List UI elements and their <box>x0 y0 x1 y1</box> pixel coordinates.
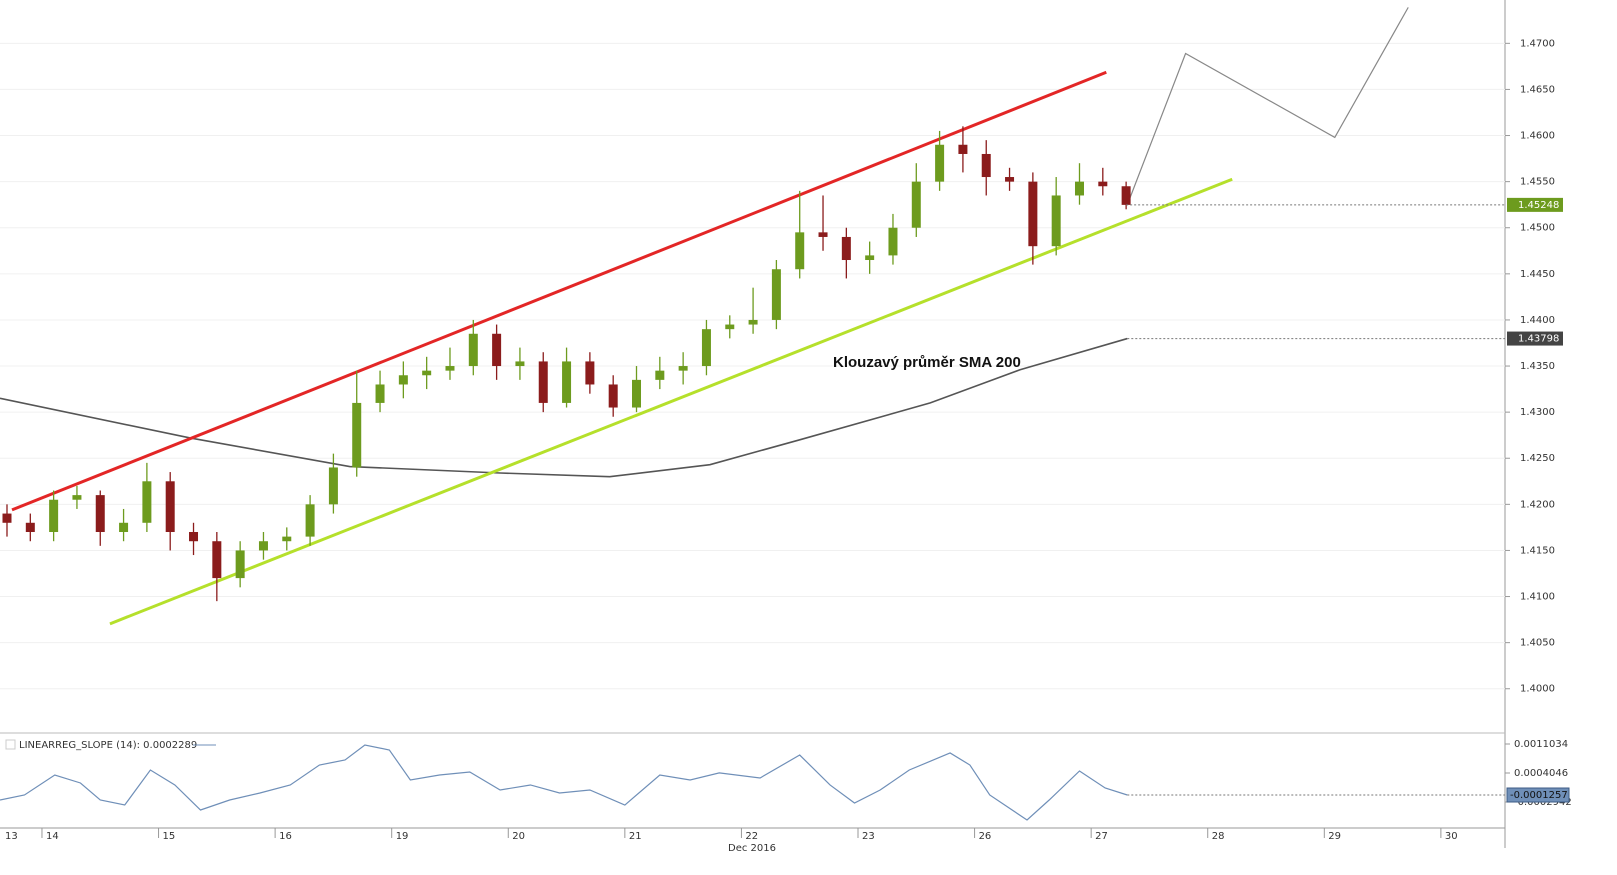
last-price-label: 1.45248 <box>1518 200 1559 211</box>
candle-body <box>678 366 688 371</box>
candle-body <box>771 269 781 320</box>
last-price-box <box>1507 197 1563 212</box>
y-tick-label: 1.4300 <box>1520 407 1555 418</box>
y-tick-label: 1.4150 <box>1520 545 1555 556</box>
candle-body <box>422 370 432 376</box>
x-tick-label: 20 <box>512 831 525 842</box>
x-tick-label: 16 <box>279 831 292 842</box>
y-tick-label: 1.4650 <box>1520 84 1555 95</box>
x-tick-label: 15 <box>163 831 176 842</box>
y-tick-label: 1.4250 <box>1520 453 1555 464</box>
indicator-icon <box>5 739 16 750</box>
candle-body <box>352 402 362 468</box>
x-tick-label: 14 <box>46 831 59 842</box>
annotation: Klouzavý průměr SMA 200 <box>833 354 1021 371</box>
y-tick-label: 1.4000 <box>1520 684 1555 695</box>
candle-body <box>398 375 408 385</box>
candle-body <box>1028 181 1038 247</box>
candle-body <box>119 522 129 533</box>
trend-line <box>11 70 1107 512</box>
candle-body <box>608 384 618 408</box>
candle-body <box>585 361 595 385</box>
x-tick-label: 19 <box>396 831 409 842</box>
y-tick-label: 0.0011034 <box>1514 739 1568 750</box>
x-tick-label: 26 <box>979 831 992 842</box>
candle-body <box>212 541 222 579</box>
x-tick-label: 30 <box>1445 831 1458 842</box>
candle-body <box>958 144 968 154</box>
candle-body <box>632 379 642 408</box>
candle-body <box>655 370 665 380</box>
y-tick-label: 1.4550 <box>1520 177 1555 188</box>
candle-body <box>305 504 315 537</box>
candle-body <box>25 522 35 533</box>
sma-line <box>0 337 1128 478</box>
indicator-last-box <box>1506 787 1570 803</box>
x-tick-label: 29 <box>1328 831 1341 842</box>
y-tick-label: 1.4500 <box>1520 223 1555 234</box>
candle-body <box>282 536 292 542</box>
indicator-last-label: -0.0001257 <box>1510 790 1568 801</box>
candle-body <box>468 333 478 367</box>
y-tick-label: 1.4100 <box>1520 592 1555 603</box>
candle-body <box>328 467 338 505</box>
trend-line <box>109 177 1233 626</box>
candle-body <box>888 227 898 256</box>
candle-body <box>1121 186 1131 205</box>
candle-body <box>258 541 268 551</box>
x-tick-label: 28 <box>1212 831 1225 842</box>
candle-body <box>515 361 525 367</box>
x-tick-label: 27 <box>1095 831 1108 842</box>
candle-body <box>935 144 945 182</box>
y-tick-label: 1.4050 <box>1520 638 1555 649</box>
sma-price-label: 1.43798 <box>1518 334 1559 345</box>
candle-body <box>1051 195 1061 247</box>
candle-body <box>562 361 572 403</box>
projection-line <box>1126 7 1409 206</box>
candle-body <box>189 532 199 542</box>
candle-body <box>841 236 851 261</box>
x-tick-label: 23 <box>862 831 875 842</box>
candle-body <box>538 361 548 403</box>
candle-body <box>492 333 502 367</box>
candle-body <box>445 366 455 371</box>
indicator-line <box>0 744 1128 821</box>
candle-body <box>72 495 82 500</box>
y-tick-label: 1.4200 <box>1520 499 1555 510</box>
candle-body <box>1074 181 1084 196</box>
x-tick-label: 13 <box>5 831 18 842</box>
indicator-title: LINEARREG_SLOPE (14): 0.0002289 <box>19 740 197 751</box>
candle-body <box>795 232 805 270</box>
candle-body <box>865 255 875 261</box>
y-tick-label: 1.4450 <box>1520 269 1555 280</box>
candle-body <box>165 481 175 533</box>
candle-body <box>911 181 921 228</box>
candle-body <box>818 232 828 237</box>
candle-body <box>142 481 152 523</box>
candle-body <box>981 153 991 178</box>
candle-body <box>1098 181 1108 187</box>
sma-price-box <box>1507 331 1563 346</box>
y-tick-label: 1.4400 <box>1520 315 1555 326</box>
candle-body <box>701 329 711 367</box>
candle-body <box>725 324 735 330</box>
y-tick-label: 0.0004046 <box>1514 768 1568 779</box>
candle-body <box>235 550 245 579</box>
candle-body <box>2 513 12 523</box>
y-tick-label: 1.4350 <box>1520 361 1555 372</box>
x-tick-label: 21 <box>629 831 642 842</box>
candle-body <box>748 319 758 325</box>
x-axis-label: Dec 2016 <box>728 843 776 854</box>
candle-body <box>375 384 385 403</box>
y-tick-label: 1.4600 <box>1520 131 1555 142</box>
candle-body <box>1005 177 1015 182</box>
candle-body <box>49 499 59 533</box>
candle-body <box>95 495 105 533</box>
x-tick-label: 22 <box>745 831 758 842</box>
y-tick-label: 1.4700 <box>1520 38 1555 49</box>
